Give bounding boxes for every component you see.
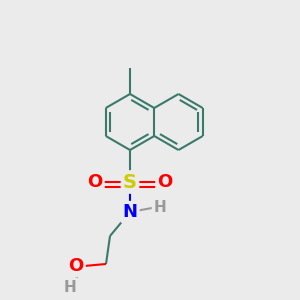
Text: O: O [68, 257, 84, 275]
Text: O: O [158, 173, 172, 191]
Text: N: N [122, 203, 137, 221]
Text: O: O [87, 173, 103, 191]
Text: H: H [64, 280, 76, 295]
Text: H: H [154, 200, 166, 215]
Text: S: S [123, 172, 137, 191]
